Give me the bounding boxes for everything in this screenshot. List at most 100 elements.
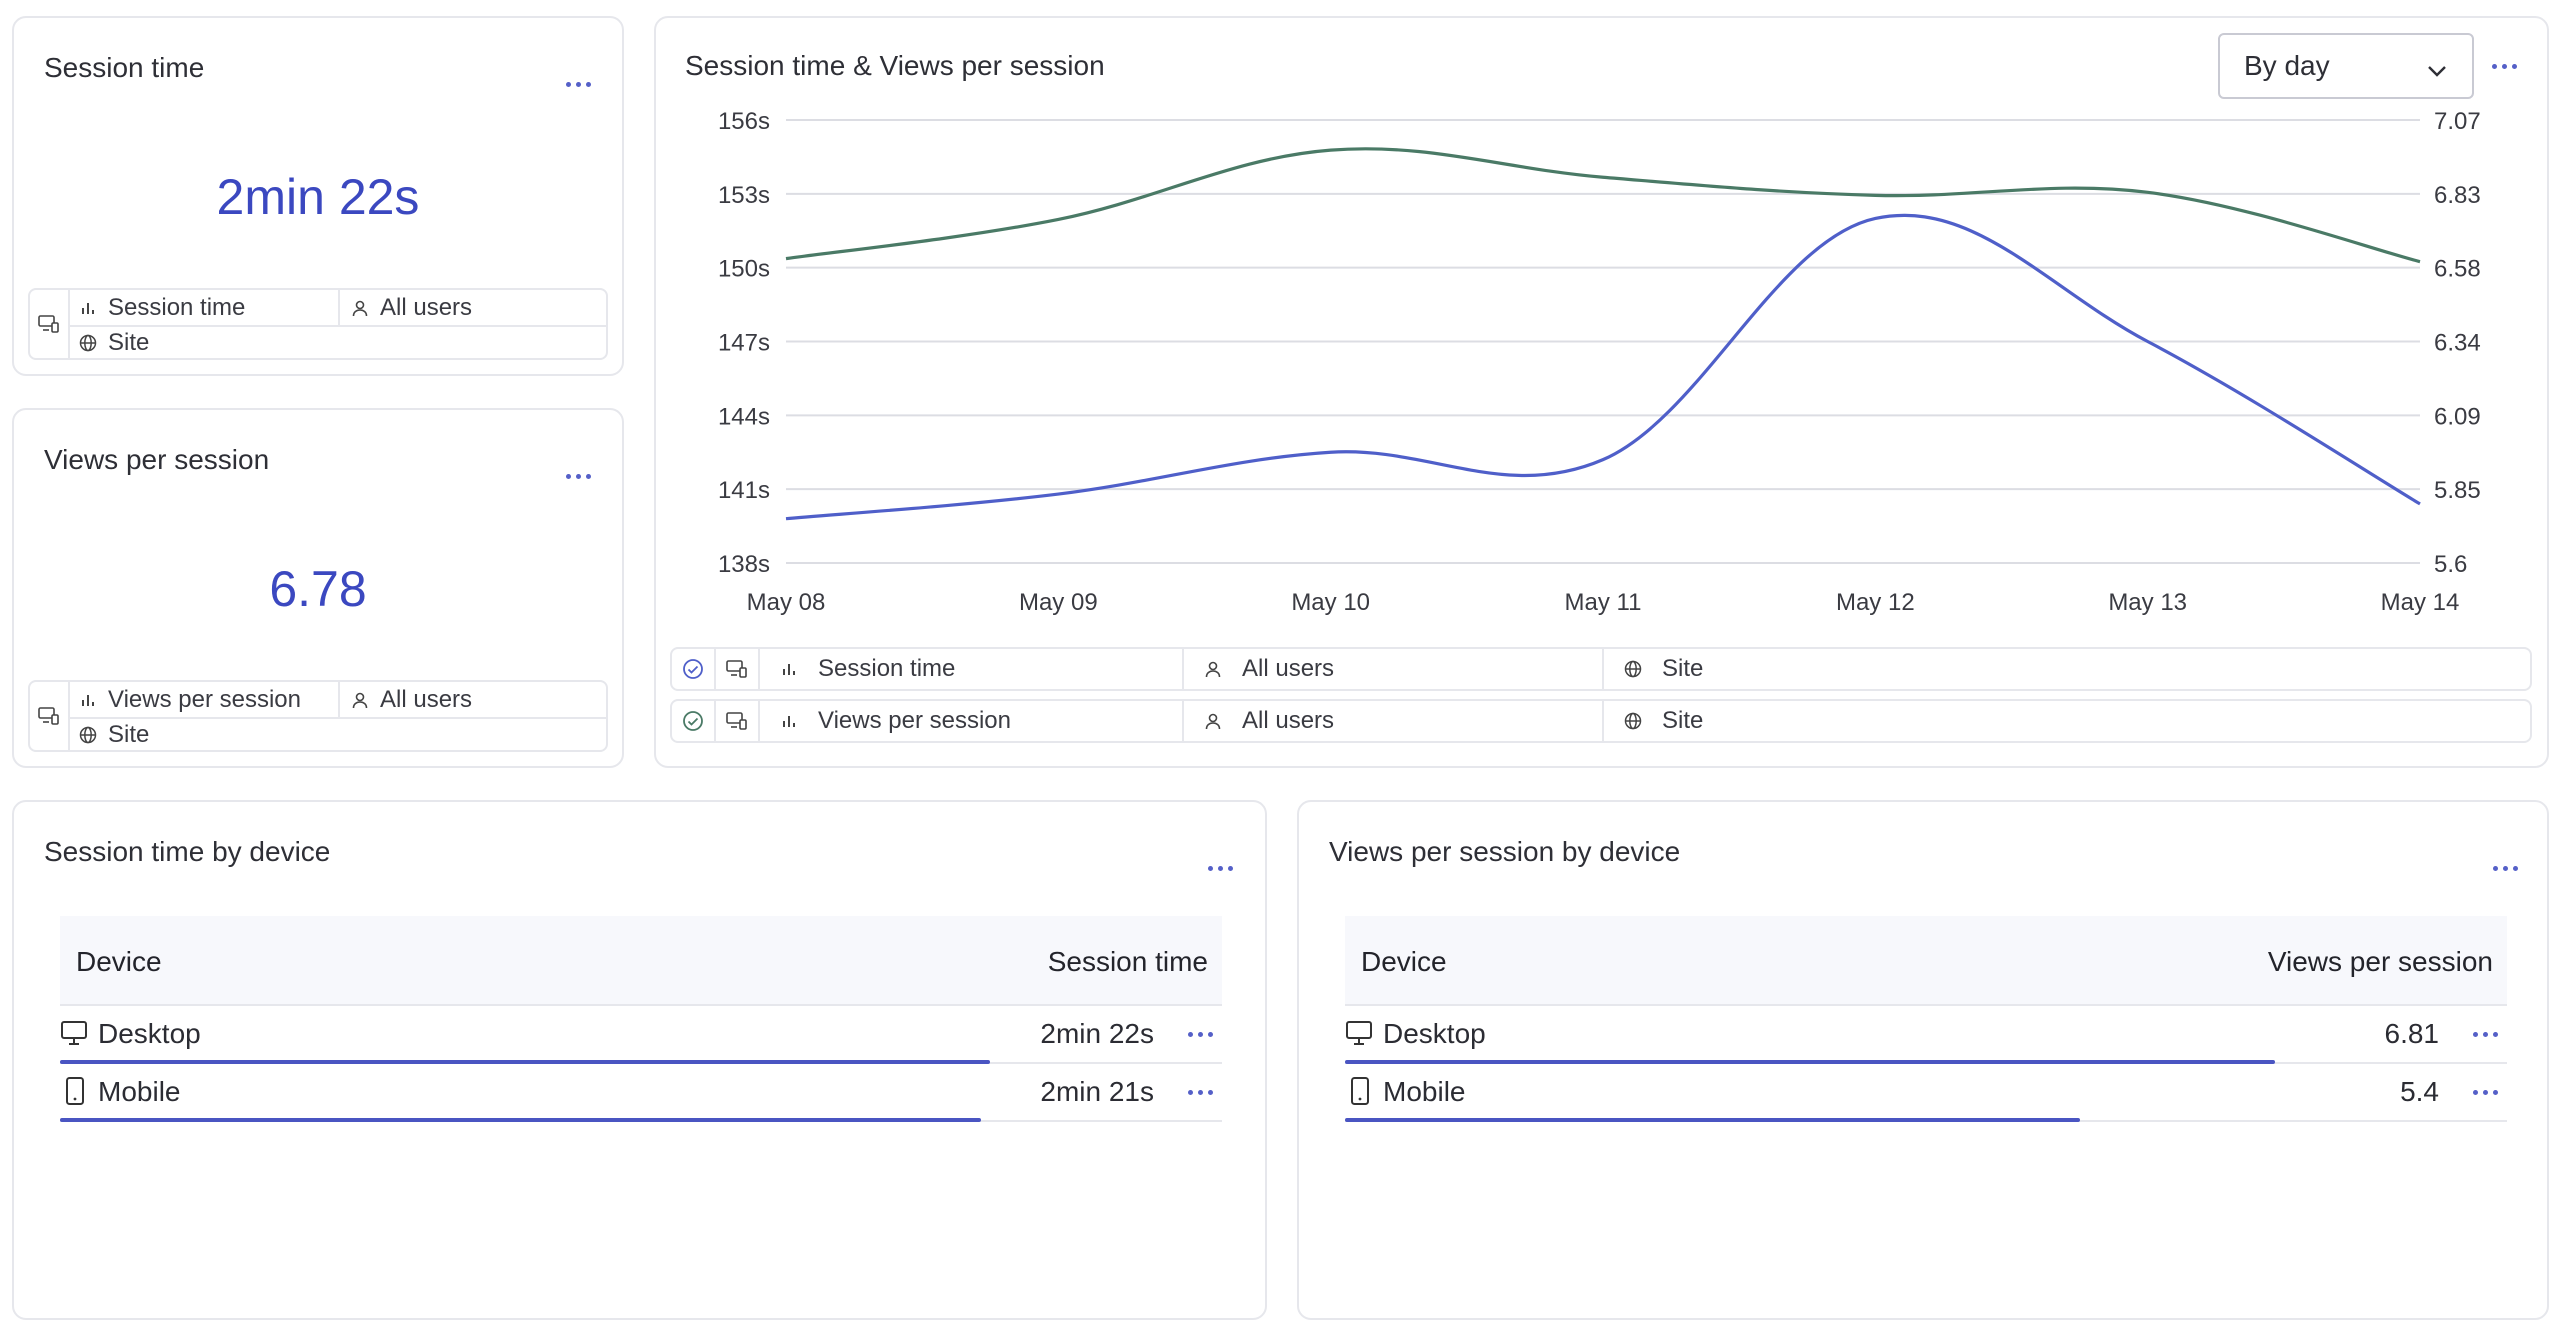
device-name: Desktop (1383, 1018, 1486, 1049)
card-title: Views per session by device (1329, 836, 1681, 867)
column-header-device: Device (1361, 946, 1447, 977)
x-tick-label: May 13 (2108, 589, 2187, 616)
legend-row-session-time[interactable]: Session time All users Site (670, 647, 2532, 691)
kpi-card-views-per-session: Views per session 6.78 Views per session… (12, 408, 624, 768)
y-right-tick-label: 5.6 (2434, 551, 2467, 578)
share-bar (1345, 1118, 2080, 1122)
user-icon (1184, 660, 1242, 678)
share-bar (1345, 1060, 2275, 1064)
table-row[interactable]: Desktop 6.81 (1345, 1006, 2507, 1064)
y-left-tick-label: 144s (718, 403, 770, 430)
table-header: Device Views per session (1345, 916, 2507, 1006)
chart-title: Session time & Views per session (685, 50, 1105, 81)
user-icon (340, 299, 380, 317)
row-more-button[interactable] (1178, 1012, 1222, 1056)
row-more-button[interactable] (1178, 1070, 1222, 1114)
y-left-tick-label: 153s (718, 182, 770, 209)
y-right-tick-label: 5.85 (2434, 477, 2481, 504)
meta-scope: Site (108, 720, 150, 748)
views-by-device-card: Views per session by device Device Views… (1297, 800, 2549, 1320)
y-right-tick-label: 6.34 (2434, 330, 2481, 357)
devices-icon (716, 649, 760, 689)
y-left-tick-label: 138s (718, 551, 770, 578)
legend-scope: Site (1662, 655, 1704, 682)
device-name: Mobile (1383, 1076, 1466, 1107)
row-more-button[interactable] (2463, 1012, 2507, 1056)
user-icon (340, 691, 380, 709)
bar-chart-icon (760, 661, 818, 677)
legend-segment: All users (1242, 655, 1335, 682)
legend-metric: Views per session (818, 707, 1011, 734)
table-row[interactable]: Mobile 2min 21s (60, 1064, 1222, 1122)
x-tick-label: May 14 (2381, 589, 2460, 616)
trend-chart-card (654, 16, 2549, 768)
period-select[interactable]: By day (2218, 33, 2474, 99)
more-options-button[interactable] (2483, 846, 2527, 890)
legend-scope: Site (1662, 707, 1704, 734)
x-tick-label: May 09 (1019, 589, 1098, 616)
devices-icon (30, 290, 70, 358)
x-tick-label: May 11 (1565, 589, 1642, 616)
devices-icon (30, 682, 70, 750)
bar-chart-icon (68, 692, 108, 708)
more-options-button[interactable] (1198, 846, 1242, 890)
check-circle-icon[interactable] (672, 649, 716, 689)
meta-segment: All users (380, 685, 473, 713)
user-icon (1184, 712, 1242, 730)
more-options-button[interactable] (2482, 44, 2526, 88)
table-row[interactable]: Mobile 5.4 (1345, 1064, 2507, 1122)
globe-icon (68, 726, 108, 744)
y-right-tick-label: 7.07 (2434, 108, 2481, 135)
globe-icon (1604, 712, 1662, 730)
legend-segment: All users (1242, 707, 1335, 734)
y-right-tick-label: 6.83 (2434, 182, 2481, 209)
devices-icon (716, 701, 760, 741)
bar-chart-icon (760, 713, 818, 729)
meta-metric: Session time (108, 293, 246, 321)
card-title: Session time (44, 52, 205, 83)
series-line-session-time[interactable] (785, 213, 2421, 521)
kpi-value: 6.78 (269, 561, 367, 617)
mobile-icon (64, 1076, 86, 1113)
legend-metric: Session time (818, 655, 956, 682)
x-tick-label: May 08 (747, 589, 826, 616)
x-tick-label: May 12 (1836, 589, 1915, 616)
x-tick-label: May 10 (1291, 589, 1370, 616)
device-name: Desktop (98, 1018, 201, 1049)
globe-icon (68, 334, 108, 352)
share-bar (60, 1118, 981, 1122)
y-right-tick-label: 6.58 (2434, 256, 2481, 283)
column-header-device: Device (76, 946, 162, 977)
table-row[interactable]: Desktop 2min 22s (60, 1006, 1222, 1064)
device-value: 6.81 (2384, 1018, 2440, 1049)
meta-scope: Site (108, 328, 150, 356)
table-header: Device Session time (60, 916, 1222, 1006)
series-line-views-per-session[interactable] (785, 147, 2421, 264)
device-value: 5.4 (2400, 1076, 2439, 1107)
kpi-meta: Views per session All users Site (28, 680, 608, 752)
kpi-value: 2min 22s (216, 169, 420, 225)
y-left-tick-label: 147s (718, 330, 770, 357)
more-options-button[interactable] (556, 62, 600, 106)
card-title: Views per session (44, 444, 270, 475)
column-header-value: Views per session (2267, 946, 2493, 977)
column-header-value: Session time (1047, 946, 1208, 977)
more-options-button[interactable] (556, 454, 600, 498)
y-right-tick-label: 6.09 (2434, 403, 2481, 430)
mobile-icon (1349, 1076, 1371, 1113)
meta-segment: All users (380, 293, 473, 321)
device-value: 2min 22s (1040, 1018, 1154, 1049)
y-left-tick-label: 150s (718, 256, 770, 283)
globe-icon (1604, 660, 1662, 678)
chevron-down-icon (2426, 57, 2448, 89)
device-name: Mobile (98, 1076, 181, 1107)
y-left-tick-label: 141s (718, 477, 770, 504)
row-more-button[interactable] (2463, 1070, 2507, 1114)
check-circle-icon[interactable] (672, 701, 716, 741)
desktop-icon (1345, 1020, 1373, 1053)
desktop-icon (60, 1020, 88, 1053)
card-title: Session time by device (44, 836, 331, 867)
meta-metric: Views per session (108, 685, 301, 713)
share-bar (60, 1060, 990, 1064)
legend-row-views-per-session[interactable]: Views per session All users Site (670, 699, 2532, 743)
